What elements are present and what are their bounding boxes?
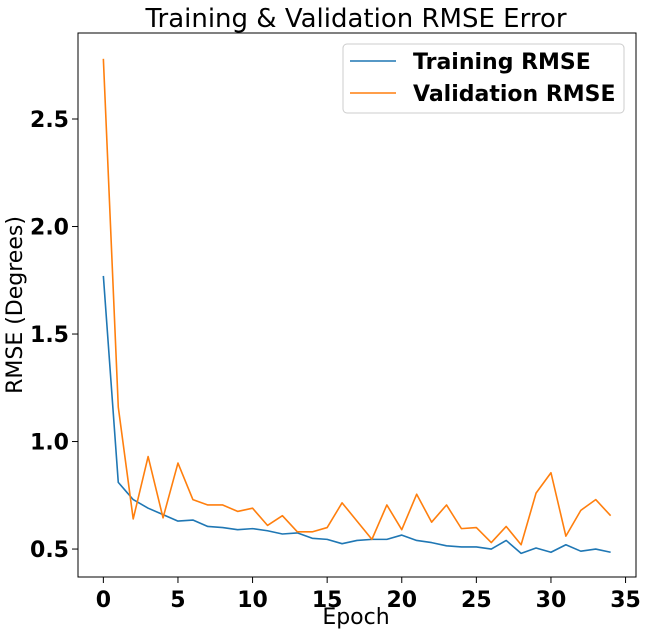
y-tick-label: 2.5 [30, 108, 69, 133]
x-tick-label: 0 [96, 588, 111, 613]
x-tick-label: 5 [170, 588, 185, 613]
y-tick-label: 0.5 [30, 538, 69, 563]
x-tick-label: 35 [610, 588, 641, 613]
y-axis-ticks: 0.5 1.0 1.5 2.0 2.5 [30, 108, 78, 563]
chart-title: Training & Validation RMSE Error [144, 4, 566, 34]
x-tick-label: 15 [312, 588, 343, 613]
x-tick-label: 10 [237, 588, 268, 613]
x-tick-label: 20 [386, 588, 417, 613]
series-line-training-rmse [102, 275, 611, 555]
legend-label-training: Training RMSE [413, 50, 591, 75]
y-tick-label: 1.0 [30, 431, 69, 456]
plot-frame [77, 32, 637, 578]
x-axis-label: Epoch [322, 605, 389, 630]
x-tick-label: 30 [536, 588, 567, 613]
y-axis-label: RMSE (Degrees) [3, 216, 28, 394]
y-tick-label: 1.5 [30, 323, 69, 348]
x-tick-label: 25 [461, 588, 492, 613]
series-line-validation-rmse [102, 58, 612, 546]
x-axis-ticks: 0 5 10 15 20 25 30 35 [96, 577, 641, 613]
y-tick-label: 2.0 [30, 216, 69, 241]
legend: Training RMSE Validation RMSE [342, 43, 625, 114]
series-lines [102, 58, 612, 555]
legend-label-validation: Validation RMSE [413, 82, 616, 107]
plot-area [77, 32, 637, 578]
legend-box [342, 43, 625, 114]
